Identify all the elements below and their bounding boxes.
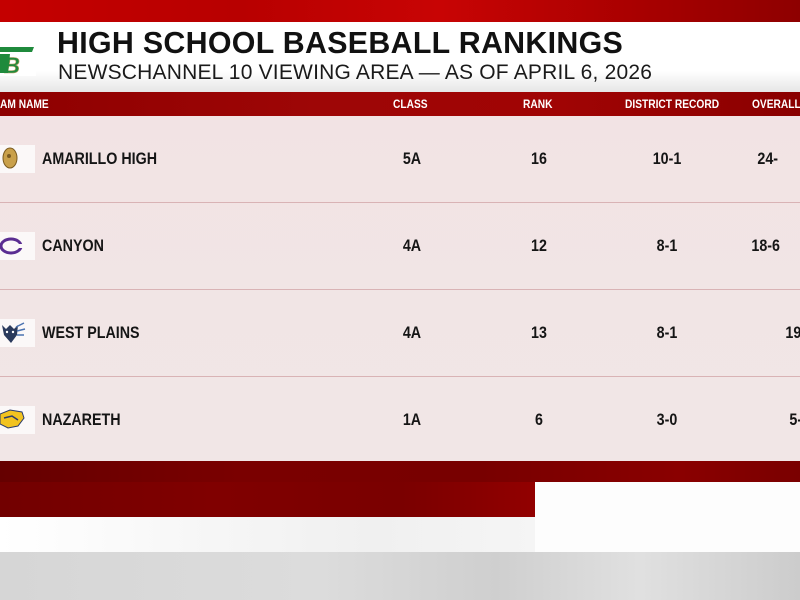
bottom-red-bar <box>0 461 800 482</box>
column-header-class: CLASS <box>393 97 428 111</box>
team-district-record: 8-1 <box>656 236 678 255</box>
team-rank: 13 <box>531 323 547 342</box>
swifty-mascot-icon <box>0 409 25 429</box>
team-logo <box>0 145 35 173</box>
bottom-white-panel <box>535 482 800 552</box>
bottom-grey-strip <box>0 552 800 600</box>
team-logo <box>0 406 35 434</box>
team-overall-record: 5-4 <box>789 410 800 429</box>
team-logo <box>0 232 35 260</box>
column-header-rank: RANK <box>523 97 553 111</box>
team-class: 4A <box>402 323 422 342</box>
canyon-c-logo-icon <box>0 237 23 255</box>
bottom-red-block <box>0 482 535 517</box>
fb-green-logo-icon: B <box>0 42 36 76</box>
team-name: NAZARETH <box>42 410 121 429</box>
title-band <box>0 22 800 92</box>
rankings-table: AMARILLO HIGH 5A 16 10-1 24- CANYON 4A 1… <box>0 116 800 461</box>
page-subtitle: NEWSCHANNEL 10 VIEWING AREA — AS OF APRI… <box>58 61 653 84</box>
team-logo <box>0 319 35 347</box>
team-rank: 12 <box>531 236 547 255</box>
column-header-overall-record: OVERALL R <box>752 97 800 111</box>
team-class: 1A <box>402 410 422 429</box>
column-header-team-name: AM NAME <box>0 97 49 111</box>
page-title: HIGH SCHOOL BASEBALL RANKINGS <box>57 25 624 60</box>
bottom-white-strip <box>0 517 535 552</box>
team-overall-record: 24- <box>757 149 779 168</box>
sandie-mascot-icon <box>2 147 18 169</box>
top-red-bar <box>0 0 800 22</box>
column-header-district-record: DISTRICT RECORD <box>625 97 720 111</box>
team-name: AMARILLO HIGH <box>42 149 158 168</box>
table-row: AMARILLO HIGH 5A 16 10-1 24- <box>0 116 800 203</box>
table-header: AM NAME CLASS RANK DISTRICT RECORD OVERA… <box>0 92 800 116</box>
table-row: CANYON 4A 12 8-1 18-6 <box>0 203 800 290</box>
team-name: WEST PLAINS <box>42 323 140 342</box>
team-district-record: 10-1 <box>652 149 682 168</box>
team-rank: 16 <box>531 149 547 168</box>
team-class: 4A <box>402 236 422 255</box>
team-district-record: 3-0 <box>656 410 678 429</box>
team-district-record: 8-1 <box>656 323 678 342</box>
team-rank: 6 <box>535 410 543 429</box>
table-row: WEST PLAINS 4A 13 8-1 19- <box>0 290 800 377</box>
wolf-mascot-icon <box>2 322 26 343</box>
team-overall-record: 19- <box>785 323 800 342</box>
team-overall-record: 18-6 <box>751 236 780 255</box>
table-row: NAZARETH 1A 6 3-0 5-4 <box>0 377 800 464</box>
team-name: CANYON <box>42 236 104 255</box>
team-class: 5A <box>402 149 422 168</box>
